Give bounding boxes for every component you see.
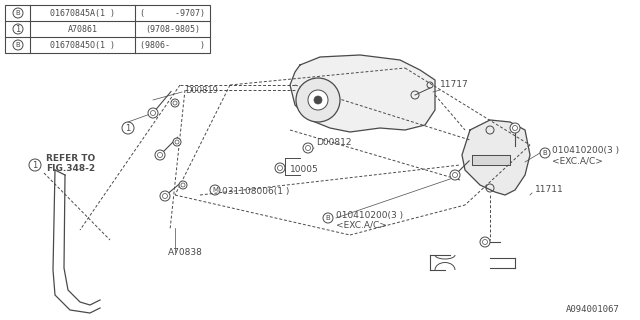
Circle shape xyxy=(275,163,285,173)
Text: 1: 1 xyxy=(125,124,131,132)
Circle shape xyxy=(450,170,460,180)
Text: 1: 1 xyxy=(15,25,20,34)
Text: 01670845A(1 ): 01670845A(1 ) xyxy=(51,9,115,18)
Text: A70838: A70838 xyxy=(168,248,203,257)
Text: <EXC.A/C>: <EXC.A/C> xyxy=(336,220,387,229)
Circle shape xyxy=(160,191,170,201)
Text: (9708-9805): (9708-9805) xyxy=(145,25,200,34)
Text: 11711: 11711 xyxy=(535,185,564,194)
Text: M: M xyxy=(212,187,218,193)
Circle shape xyxy=(314,96,322,104)
Text: B: B xyxy=(15,42,20,48)
Bar xyxy=(5,5,210,53)
Circle shape xyxy=(480,237,490,247)
Polygon shape xyxy=(462,120,530,195)
Text: 010410200(3 ): 010410200(3 ) xyxy=(336,211,403,220)
Text: 031108006(1 ): 031108006(1 ) xyxy=(222,187,289,196)
Circle shape xyxy=(510,123,520,133)
Polygon shape xyxy=(472,155,510,165)
Text: 1: 1 xyxy=(33,161,38,170)
Text: B: B xyxy=(15,10,20,16)
Text: 10005: 10005 xyxy=(290,165,319,174)
Circle shape xyxy=(296,78,340,122)
Circle shape xyxy=(148,108,158,118)
Text: (      -9707): ( -9707) xyxy=(141,9,205,18)
Text: D00812: D00812 xyxy=(316,138,351,147)
Circle shape xyxy=(179,181,187,189)
Text: 010410200(3 ): 010410200(3 ) xyxy=(552,146,619,155)
Circle shape xyxy=(155,150,165,160)
Circle shape xyxy=(173,138,181,146)
Text: B: B xyxy=(326,215,330,221)
Text: (9806-      ): (9806- ) xyxy=(141,41,205,50)
Text: REFER TO: REFER TO xyxy=(46,154,95,163)
Circle shape xyxy=(303,143,313,153)
Text: 01670845O(1 ): 01670845O(1 ) xyxy=(51,41,115,50)
Text: D00819: D00819 xyxy=(185,85,218,94)
Text: A094001067: A094001067 xyxy=(566,305,620,314)
Text: 11717: 11717 xyxy=(440,80,468,89)
Text: <EXC.A/C>: <EXC.A/C> xyxy=(552,156,603,165)
Text: B: B xyxy=(543,150,547,156)
Text: A70861: A70861 xyxy=(68,25,98,34)
Text: FIG.348-2: FIG.348-2 xyxy=(46,164,95,173)
Circle shape xyxy=(308,90,328,110)
Polygon shape xyxy=(290,55,435,132)
Circle shape xyxy=(171,99,179,107)
